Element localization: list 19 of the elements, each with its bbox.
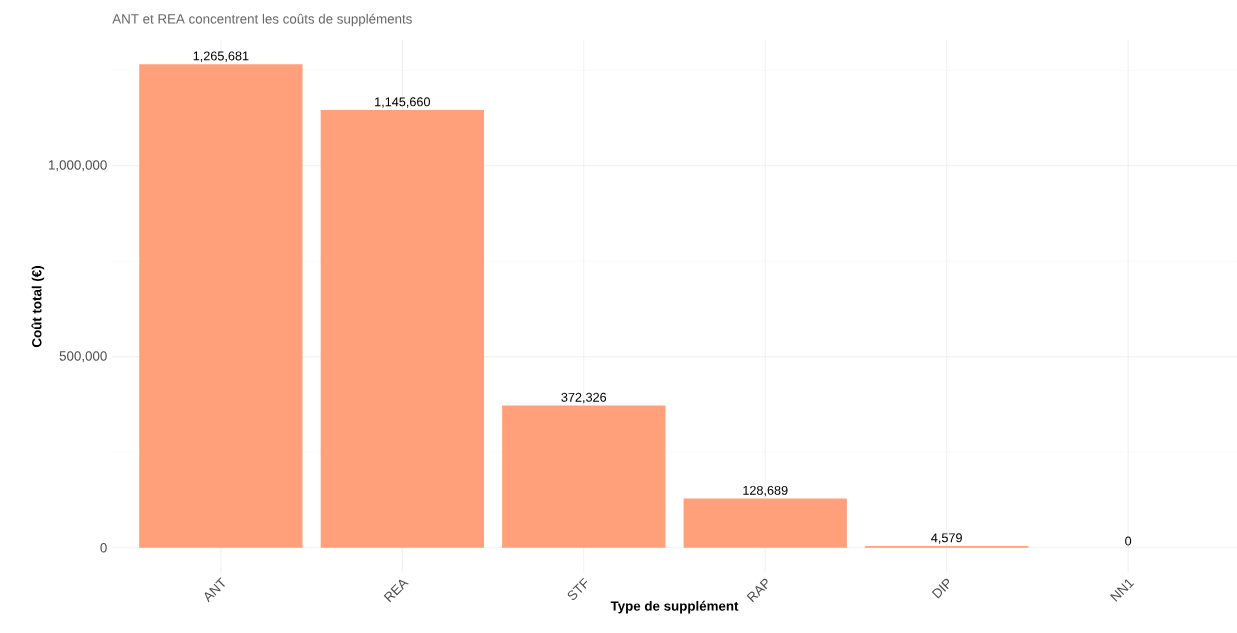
data-label: 1,265,681 — [193, 51, 249, 62]
data-label: 1,145,660 — [375, 97, 430, 108]
x-tick-label: REA — [383, 579, 409, 603]
data-label: 0 — [1125, 536, 1132, 546]
x-tick-label: STF — [567, 577, 588, 600]
bar — [502, 405, 666, 548]
data-label: 4,579 — [931, 533, 962, 544]
x-tick-label: DIP — [931, 578, 949, 599]
bar — [320, 110, 484, 548]
y-axis-title: Coût total (€) — [31, 266, 45, 348]
bar — [139, 64, 303, 548]
data-label: 372,326 — [561, 392, 607, 404]
y-tick-label: 500,000 — [59, 351, 107, 363]
bar — [683, 498, 847, 548]
chart-title: ANT et REA concentrent les coûts de suppléments — [112, 13, 412, 27]
data-label: 128,689 — [743, 485, 788, 497]
y-tick-label: 1,000,000 — [49, 160, 107, 172]
y-tick-label: 0 — [100, 543, 107, 553]
x-axis-title: Type de supplément — [610, 600, 739, 614]
